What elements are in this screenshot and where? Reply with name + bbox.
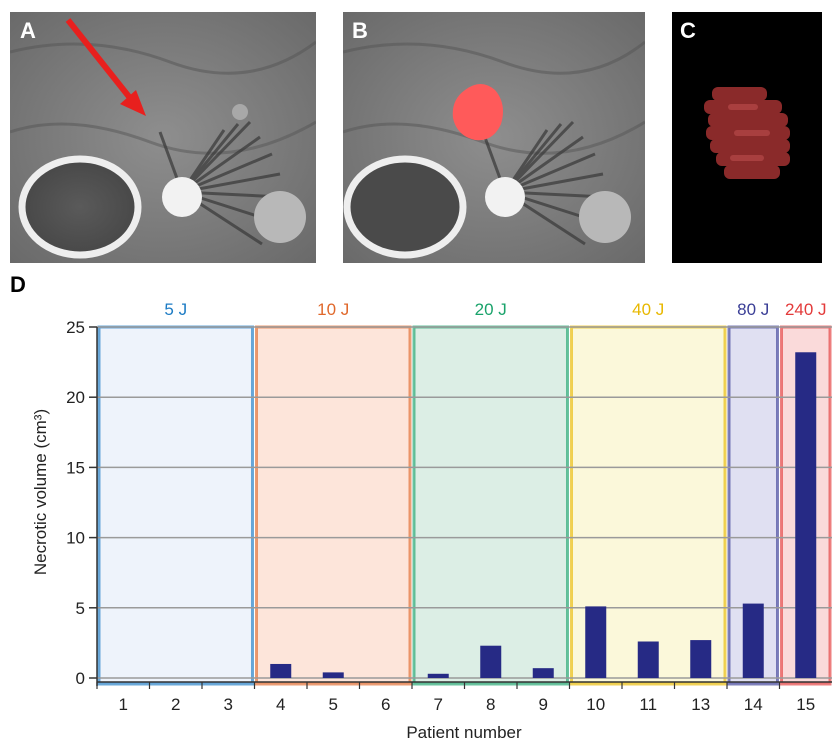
y-axis-label-text: Necrotic volume (cm³) — [31, 409, 50, 575]
bar — [795, 352, 817, 678]
ct-slice-b — [343, 12, 645, 263]
gridlines — [97, 326, 832, 679]
bar — [742, 603, 764, 678]
x-tick-label: 4 — [276, 695, 285, 714]
y-tick-label: 10 — [66, 529, 85, 548]
x-tick-label: 3 — [224, 695, 233, 714]
panel-label-a: A — [20, 18, 36, 43]
segmented-lesion — [452, 84, 503, 141]
bars — [270, 352, 817, 678]
group-label: 5 J — [164, 300, 187, 319]
ct-slice-a — [10, 12, 316, 263]
y-tick-label: 5 — [76, 599, 85, 618]
y-tick-label: 0 — [76, 669, 85, 688]
y-tick-label: 25 — [66, 318, 85, 337]
bar — [585, 606, 607, 678]
group-box-1 — [255, 325, 412, 686]
x-tick-label: 7 — [434, 695, 443, 714]
ct-image-b — [343, 12, 645, 263]
x-tick-label: 1 — [119, 695, 128, 714]
bar — [637, 641, 659, 678]
bar — [690, 640, 712, 678]
group-label: 240 J — [785, 300, 827, 319]
arrow-head-icon — [120, 90, 146, 116]
x-tick-label: 8 — [486, 695, 495, 714]
bar — [322, 672, 344, 678]
x-tick-label: 6 — [381, 695, 390, 714]
x-tick-label: 5 — [329, 695, 338, 714]
pointer-arrow — [65, 18, 141, 110]
panel-label-b: B — [352, 18, 368, 43]
axes: 0 5 10 15 20 25 1 2 3 4 5 6 7 8 9 10 11 13 14 15 — [66, 318, 832, 714]
x-tick-label: 13 — [691, 695, 710, 714]
x-tick-label: 15 — [796, 695, 815, 714]
group-box-2 — [412, 325, 569, 686]
group-backgrounds: 5 J 10 J 20 J 40 J 80 J 240 J — [97, 300, 832, 686]
group-label: 10 J — [317, 300, 349, 319]
bar — [427, 673, 449, 678]
reconstruction-image-c — [672, 12, 822, 263]
x-tick-label: 10 — [586, 695, 605, 714]
bar — [532, 668, 554, 678]
ct-image-a — [10, 12, 316, 263]
y-tick-label: 20 — [66, 388, 85, 407]
panel-label-c: C — [680, 18, 696, 43]
group-label: 80 J — [737, 300, 769, 319]
group-box-0 — [97, 325, 254, 686]
panel-label-d: D — [10, 272, 26, 297]
bar — [480, 645, 502, 678]
bar — [270, 663, 292, 678]
group-label: 20 J — [475, 300, 507, 319]
group-label: 40 J — [632, 300, 664, 319]
x-tick-label: 14 — [744, 695, 763, 714]
x-tick-label: 2 — [171, 695, 180, 714]
y-axis-label: Necrotic volume (cm³) — [31, 409, 50, 575]
x-tick-label: 11 — [639, 695, 657, 714]
y-tick-label: 15 — [66, 458, 85, 477]
lesion-3d-render — [704, 87, 790, 179]
x-tick-label: 9 — [539, 695, 548, 714]
x-axis-label: Patient number — [406, 723, 522, 742]
